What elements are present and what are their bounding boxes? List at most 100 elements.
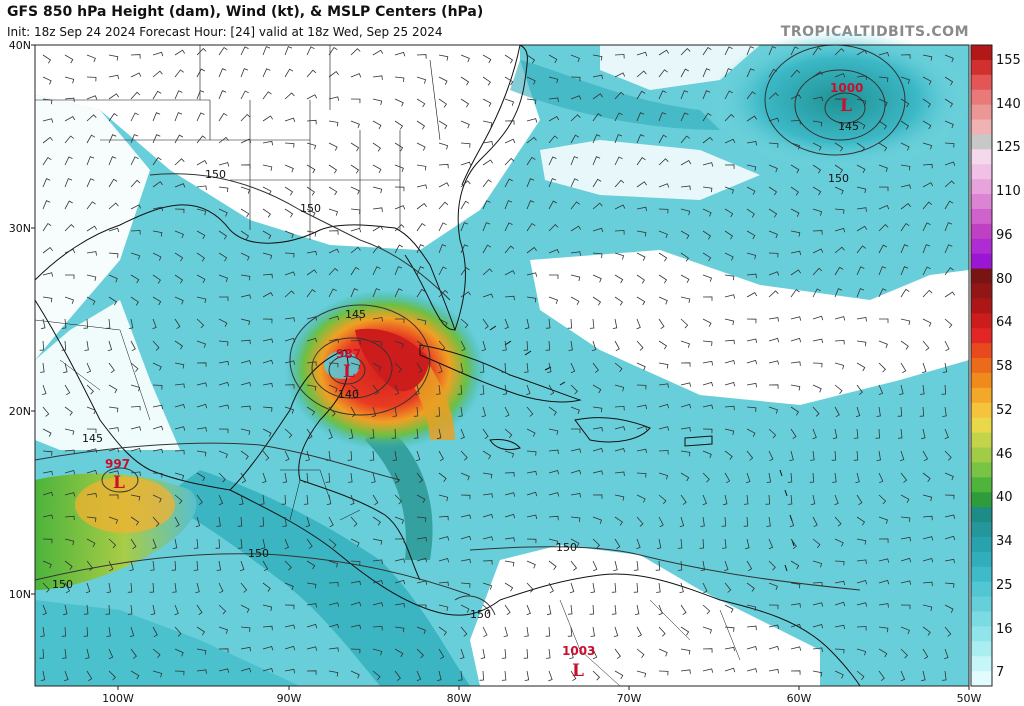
wind-barb [636,384,647,390]
wind-barb [746,292,758,298]
wind-barb [216,516,221,527]
wind-barb [548,470,560,475]
wind-barb [64,248,76,254]
contour-label: 150 [300,202,321,215]
wind-barb [262,625,273,631]
wind-barb [372,384,379,395]
wind-barb [105,318,111,329]
wind-barb [680,185,691,191]
wind-barb [438,581,449,587]
wind-barb [350,624,361,630]
wind-barb [548,54,558,64]
wind-barb [900,288,910,298]
wind-barb [878,204,890,210]
wind-barb [812,428,817,440]
wind-barb [240,382,252,387]
wind-barb [944,450,952,461]
wind-barb [526,54,536,64]
wind-barb [394,120,404,130]
wind-barb [460,450,468,461]
wind-barb [108,54,119,61]
wind-barb [416,164,427,171]
wind-barb [108,516,119,524]
wind-barb [218,318,228,327]
wind-barb [372,670,381,681]
wind-barb [812,384,822,393]
wind-barb [658,90,667,100]
wind-barb [240,450,249,460]
wind-barb [856,559,867,564]
colorbar-swatch [971,387,992,404]
wind-barb [944,535,956,541]
wind-barb [108,252,119,258]
wind-barb [746,141,757,146]
wind-barb [196,159,208,166]
colorbar-swatch [971,507,992,523]
wind-barb [856,120,866,130]
wind-barb [108,74,119,80]
wind-barb [306,230,317,237]
wind-barb [240,667,252,673]
wind-barb [416,318,427,325]
wind-barb [108,538,117,549]
wind-barb [64,670,69,682]
wind-barb [900,580,912,585]
wind-barb [240,294,252,299]
wind-barb [722,538,727,549]
wind-barb [438,120,448,130]
contour-label: 145 [82,432,103,445]
wind-barb [878,516,889,524]
wind-barb [479,670,485,681]
wind-barb [680,382,692,387]
wind-barb [350,227,362,233]
wind-barb [680,274,690,283]
wind-barb [944,604,954,613]
wind-barb [152,472,163,478]
wind-barb [240,405,251,411]
wind-barb [284,384,295,389]
wind-barb [548,115,560,122]
wind-barb [350,48,361,56]
wind-barb [42,76,52,85]
wind-barb [240,113,251,122]
wind-barb [458,406,463,417]
wind-barb [856,142,865,152]
wind-barb [413,428,419,439]
wind-barb [306,94,318,100]
wind-barb [658,112,667,122]
wind-barb [812,164,822,174]
wind-barb [570,384,578,395]
wind-barb [656,538,662,549]
wind-barb [591,340,597,352]
wind-barb [64,428,75,435]
wind-barb [589,318,595,329]
wind-barb [218,450,228,459]
wind-barb [592,406,603,413]
wind-barb [724,360,736,365]
wind-barb [724,405,735,411]
wind-barb [215,538,221,549]
wind-barb [416,76,427,84]
wind-barb [395,318,405,323]
wind-barb [438,362,443,374]
wind-barb [306,603,317,608]
wind-barb [790,428,797,440]
wind-barb [394,579,406,585]
wind-barb [746,252,757,260]
wind-barb [812,267,823,276]
wind-barb [438,450,444,462]
wind-barb [416,120,426,130]
wind-barb [504,537,515,542]
wind-barb [878,384,884,396]
wind-barb [658,450,669,455]
wind-barb [856,538,867,545]
wind-barb [328,516,334,528]
wind-barb [746,382,757,388]
wind-barb [812,142,822,151]
wind-barb [457,384,463,395]
wind-barb [460,582,471,588]
wind-barb [218,208,228,217]
wind-barb [482,268,493,276]
wind-barb [746,46,755,56]
wind-barb [746,668,758,673]
